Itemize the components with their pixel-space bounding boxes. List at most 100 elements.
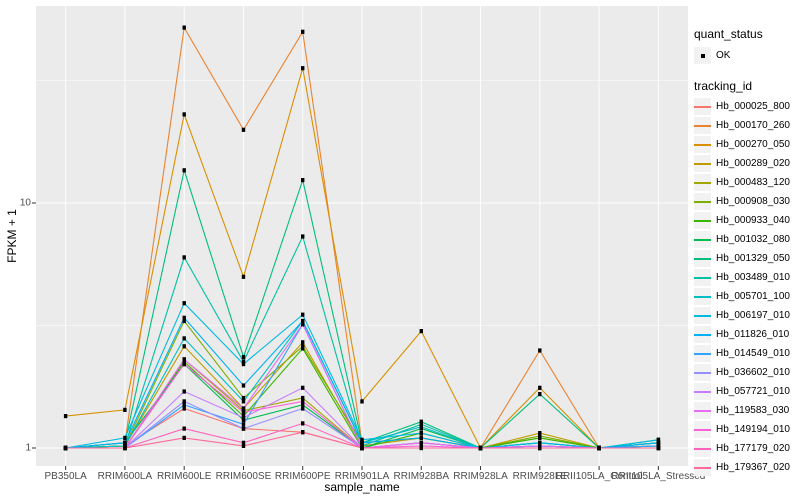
data-point xyxy=(301,385,305,390)
data-point xyxy=(63,445,68,451)
data-point xyxy=(241,426,246,431)
legend-key-line-icon xyxy=(694,98,711,115)
legend-key-line-icon xyxy=(694,307,711,324)
data-point xyxy=(123,445,127,451)
data-point xyxy=(182,362,186,367)
data-point xyxy=(301,234,305,239)
x-tick-label-RRIM928BA: RRIM928BA xyxy=(393,471,450,482)
legend-item-Hb_014549_010: Hb_014549_010 xyxy=(694,344,800,363)
legend-key-line-icon xyxy=(694,326,711,343)
legend-key-point-icon xyxy=(694,47,711,64)
legend-item-Hb_000908_030: Hb_000908_030 xyxy=(694,192,800,211)
data-point xyxy=(538,445,542,451)
legend-item-label: Hb_003489_010 xyxy=(716,272,790,283)
legend-item-label: Hb_000289_020 xyxy=(716,158,790,169)
data-point xyxy=(360,437,364,442)
data-point xyxy=(182,357,186,362)
x-tick-label-RRIM600LA: RRIM600LA xyxy=(97,471,153,482)
data-point xyxy=(123,440,127,445)
legend-item-Hb_001032_080: Hb_001032_080 xyxy=(694,230,800,249)
legend-key-line-icon xyxy=(694,402,711,419)
legend-item-Hb_000025_800: Hb_000025_800 xyxy=(694,97,800,116)
data-point xyxy=(360,445,364,451)
legend-item-label: Hb_014549_010 xyxy=(716,348,790,359)
data-point xyxy=(123,435,127,440)
legend-key-line-icon xyxy=(694,440,711,457)
y-axis-title: FPKM + 1 xyxy=(5,209,19,263)
legend-item-label: Hb_179367_020 xyxy=(716,462,790,473)
legend-item-label: Hb_001032_080 xyxy=(716,234,790,245)
legend-item-label: Hb_000908_030 xyxy=(716,196,790,207)
legend-key-line-icon xyxy=(694,231,711,248)
legend-key-line-icon xyxy=(694,174,711,191)
data-point xyxy=(301,430,305,435)
legend-key-line-icon xyxy=(694,345,711,362)
legend-item-Hb_006197_010: Hb_006197_010 xyxy=(694,306,800,325)
legend-item-label: Hb_119583_030 xyxy=(716,405,790,416)
data-point xyxy=(419,431,423,436)
data-point xyxy=(419,422,423,427)
data-point xyxy=(182,301,186,306)
legend-key-line-icon xyxy=(694,269,711,286)
data-point xyxy=(182,336,186,341)
data-point xyxy=(241,443,246,448)
data-point xyxy=(241,362,246,367)
data-point xyxy=(419,424,423,429)
legend-key-line-icon xyxy=(694,212,711,229)
legend-item-Hb_000289_020: Hb_000289_020 xyxy=(694,154,800,173)
data-point xyxy=(182,406,186,411)
data-point xyxy=(182,435,186,440)
data-point xyxy=(419,440,423,445)
x-tick-label-RRIM600PE: RRIM600PE xyxy=(274,471,331,482)
legend-item-Hb_003489_010: Hb_003489_010 xyxy=(694,268,800,287)
data-point xyxy=(241,383,246,388)
data-point xyxy=(182,255,186,260)
legend-key-line-icon xyxy=(694,117,711,134)
x-tick-label-RRIM600SE: RRIM600SE xyxy=(215,471,272,482)
data-point xyxy=(241,355,246,360)
legend-item-Hb_005701_100: Hb_005701_100 xyxy=(694,287,800,306)
data-point xyxy=(597,445,601,451)
data-point xyxy=(182,389,186,394)
data-point xyxy=(301,395,305,401)
legend-item-label: Hb_006197_010 xyxy=(716,310,790,321)
data-point xyxy=(478,445,483,451)
data-point xyxy=(360,399,364,404)
legend-item-Hb_057721_010: Hb_057721_010 xyxy=(694,382,800,401)
x-tick-label-RRIM600LE: RRIM600LE xyxy=(156,471,212,482)
legend-item-Hb_036602_010: Hb_036602_010 xyxy=(694,363,800,382)
legend: quant_status OK tracking_id Hb_000025_80… xyxy=(694,27,800,477)
legend-key-line-icon xyxy=(694,193,711,210)
data-point xyxy=(182,359,186,364)
legend-item-label: Hb_057721_010 xyxy=(716,386,790,397)
legend-item-Hb_000170_260: Hb_000170_260 xyxy=(694,116,800,135)
x-tick-label-RRIM928LE: RRIM928LE xyxy=(512,471,568,482)
data-point xyxy=(301,346,305,351)
legend-item-label: Hb_149194_010 xyxy=(716,424,790,435)
data-point xyxy=(538,431,542,436)
data-point xyxy=(301,29,305,34)
data-point xyxy=(182,25,186,30)
data-point xyxy=(182,399,186,404)
data-point xyxy=(301,340,305,345)
legend-quant-items: OK xyxy=(694,46,800,65)
legend-item-label: OK xyxy=(716,50,731,61)
data-point xyxy=(182,315,186,320)
data-point xyxy=(301,399,305,404)
data-point xyxy=(301,66,305,71)
legend-item-label: Hb_000170_260 xyxy=(716,120,790,131)
legend-key-line-icon xyxy=(694,155,711,172)
data-point xyxy=(538,392,542,397)
data-point xyxy=(656,440,661,445)
legend-title-tracking-id: tracking_id xyxy=(694,79,753,93)
data-point xyxy=(182,402,186,407)
data-point xyxy=(241,399,246,404)
data-point xyxy=(538,348,542,353)
data-point xyxy=(241,418,246,423)
data-point xyxy=(301,312,305,317)
legend-tracking-items: Hb_000025_800 Hb_000170_260 Hb_000270_050 H… xyxy=(694,97,800,477)
legend-item-label: Hb_000025_800 xyxy=(716,101,790,112)
legend-key-line-icon xyxy=(694,250,711,267)
data-point xyxy=(301,421,305,426)
